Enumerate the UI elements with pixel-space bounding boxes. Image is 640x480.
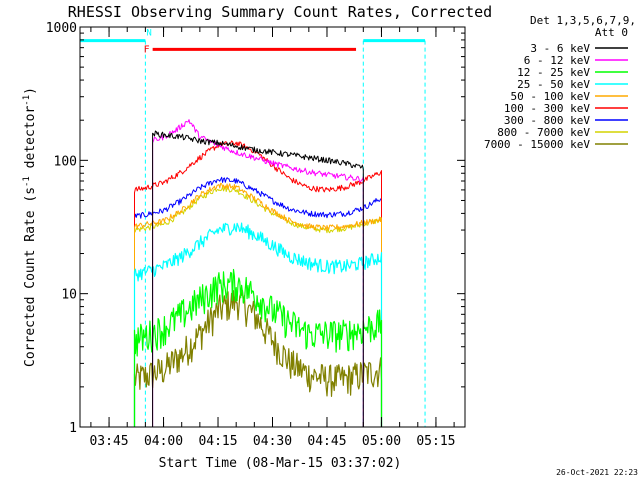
series-line — [134, 182, 382, 427]
y-tick-label: 1 — [69, 421, 77, 436]
chart-title: RHESSI Observing Summary Count Rates, Co… — [68, 3, 492, 21]
y-axis-label: Corrected Count Rate (s-1 detector-1) — [22, 87, 38, 367]
series-1 — [152, 119, 364, 427]
series-line — [133, 222, 383, 427]
x-tick-label: 04:00 — [144, 434, 183, 449]
y-tick-label: 10 — [61, 288, 77, 303]
legend-label-3: 25 - 50 keV — [517, 78, 590, 91]
x-axis: 03:45 04:00 04:15 04:30 04:45 05:00 05:15 — [89, 27, 456, 449]
series-6 — [134, 176, 382, 427]
legend-label-8: 7000 - 15000 keV — [484, 138, 590, 151]
y-axis-label-main: Corrected Count Rate (s — [23, 187, 38, 367]
y-axis-label-mid: detector — [23, 106, 38, 177]
legend-label-5: 100 - 300 keV — [504, 102, 590, 115]
series-line — [152, 119, 364, 427]
series-8 — [133, 290, 383, 427]
y-axis-label-sup: -1 — [22, 176, 32, 187]
plot-area: FN — [80, 29, 426, 427]
series-4 — [134, 182, 382, 427]
series-3 — [133, 222, 383, 427]
x-tick-label: 04:15 — [198, 434, 237, 449]
x-tick-label: 03:45 — [89, 434, 128, 449]
x-tick-label: 05:00 — [362, 434, 401, 449]
y-axis-label-sup: -1 — [22, 95, 32, 106]
x-axis-label: Start Time (08-Mar-15 03:37:02) — [159, 456, 402, 471]
legend-label-4: 50 - 100 keV — [511, 90, 591, 103]
series-2 — [133, 268, 383, 427]
series-line — [133, 290, 383, 427]
flare-flag-label: F — [144, 44, 150, 55]
series-line — [134, 140, 382, 427]
legend-header-line-1: Det 1,3,5,6,7,9, — [530, 14, 636, 27]
legend-label-7: 800 - 7000 keV — [497, 126, 590, 139]
y-tick-label: 100 — [54, 154, 77, 169]
x-tick-label: 05:15 — [416, 434, 455, 449]
x-tick-label: 04:45 — [307, 434, 346, 449]
timestamp: 26-Oct-2021 22:23 — [556, 468, 638, 477]
legend-header-line-2: Att 0 — [595, 26, 628, 39]
series-line — [152, 130, 364, 427]
legend-label-6: 300 - 800 keV — [504, 114, 590, 127]
series-0 — [152, 130, 364, 427]
series-line — [133, 268, 383, 427]
legend-label-0: 3 - 6 keV — [530, 42, 590, 55]
y-axis-label-close: ) — [23, 87, 38, 95]
series-line — [134, 176, 382, 427]
x-tick-label: 04:30 — [253, 434, 292, 449]
series-5 — [134, 140, 382, 427]
legend-label-2: 12 - 25 keV — [517, 66, 590, 79]
night-flag-label: N — [146, 29, 151, 39]
y-tick-label: 1000 — [46, 21, 77, 36]
legend-label-1: 6 - 12 keV — [524, 54, 591, 67]
y-axis: 1 10 100 1000 — [46, 21, 465, 436]
